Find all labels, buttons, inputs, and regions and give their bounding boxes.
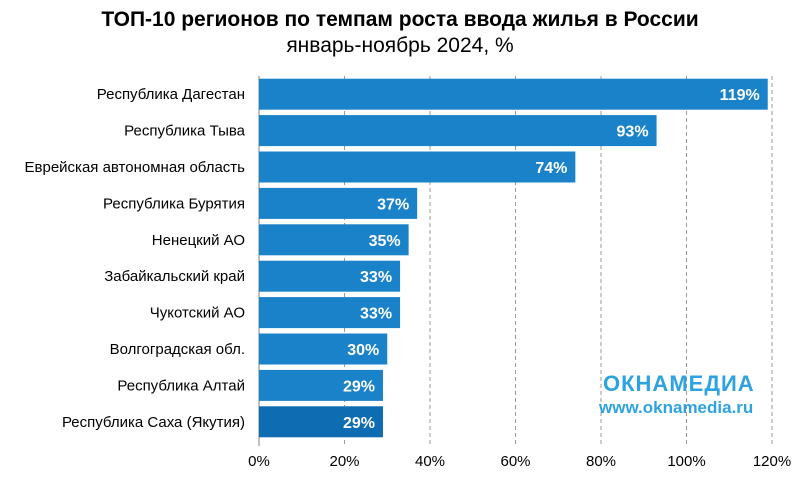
category-label: Еврейская автономная область	[25, 159, 246, 176]
category-label: Республика Бурятия	[103, 195, 245, 212]
bar	[259, 369, 383, 401]
bar	[259, 78, 768, 110]
category-label: Волгоградская обл.	[110, 341, 245, 358]
bar	[259, 224, 409, 256]
x-tick-label: 20%	[329, 453, 359, 470]
data-label: 35%	[369, 233, 401, 250]
bars	[259, 78, 768, 438]
watermark-url: www.oknamedia.ru	[599, 398, 754, 417]
data-label: 33%	[360, 306, 392, 323]
data-label: 30%	[347, 342, 379, 359]
chart-title: ТОП-10 регионов по темпам роста ввода жи…	[101, 8, 699, 31]
category-label: Республика Алтай	[117, 377, 245, 394]
x-tick-label: 80%	[586, 453, 616, 470]
bar	[259, 115, 657, 147]
category-label: Ненецкий АО	[152, 232, 245, 249]
data-label: 29%	[343, 415, 375, 432]
data-label: 37%	[377, 196, 409, 213]
bar	[259, 297, 401, 329]
category-label: Республика Саха (Якутия)	[62, 414, 245, 431]
bar	[259, 333, 388, 365]
data-label: 74%	[535, 160, 567, 177]
x-tick-label: 100%	[667, 453, 705, 470]
x-tick-label: 120%	[753, 453, 791, 470]
bar	[259, 151, 576, 183]
x-tick-label: 40%	[415, 453, 445, 470]
watermark-logo: ОКНАМЕДИА	[603, 371, 755, 396]
category-label: Забайкальский край	[104, 268, 245, 285]
category-label: Республика Тыва	[124, 123, 246, 140]
data-label: 93%	[617, 124, 649, 141]
labels: 0% 20% 40% 60% 80% 100% 120% Республика Дагеста…	[25, 86, 792, 470]
chart-subtitle: январь-ноябрь 2024, %	[286, 34, 514, 57]
category-label: Республика Дагестан	[97, 86, 245, 103]
x-tick-label: 60%	[500, 453, 530, 470]
data-label: 119%	[720, 87, 760, 104]
category-label: Чукотский АО	[150, 305, 245, 322]
data-label: 29%	[343, 378, 375, 395]
bar	[259, 260, 401, 292]
x-tick-label: 0%	[248, 453, 270, 470]
data-label: 33%	[360, 269, 392, 286]
bar	[259, 406, 383, 438]
bar	[259, 187, 418, 219]
